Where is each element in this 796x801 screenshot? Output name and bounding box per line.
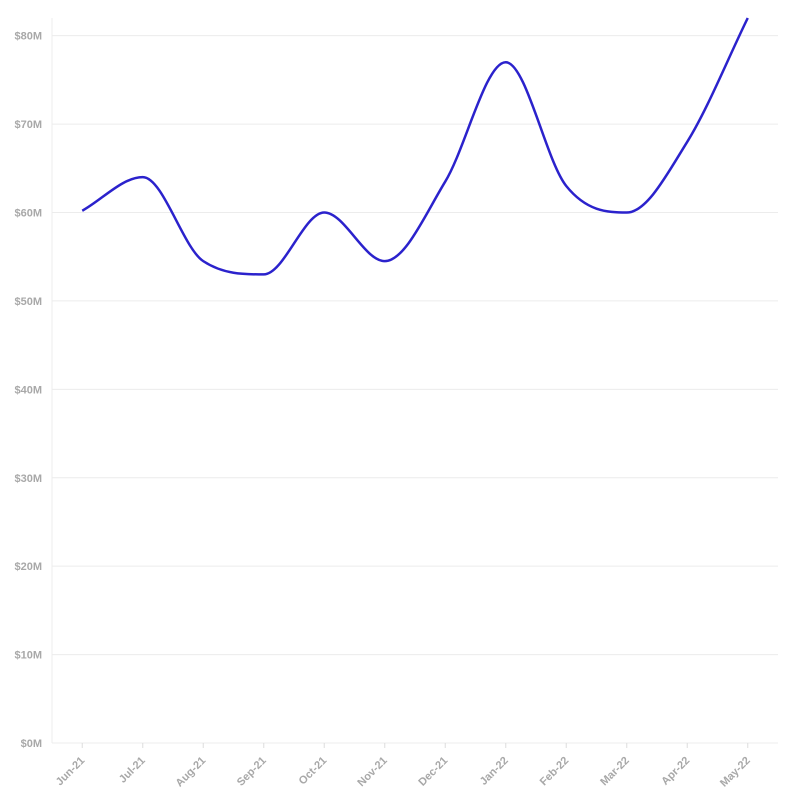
y-tick-label: $80M <box>14 31 42 43</box>
x-tick-label: Jul-21 <box>117 755 148 786</box>
x-tick-label: Sep-21 <box>235 755 269 789</box>
x-tick-label: Nov-21 <box>355 755 389 789</box>
y-tick-label: $10M <box>14 650 42 662</box>
y-tick-label: $30M <box>14 473 42 485</box>
y-tick-label: $20M <box>14 561 42 573</box>
x-tick-label: May-22 <box>718 755 753 790</box>
y-tick-label: $50M <box>14 296 42 308</box>
y-tick-label: $70M <box>14 119 42 131</box>
x-tick-label: Mar-22 <box>598 755 632 789</box>
x-tick-label: Jan-22 <box>478 755 511 788</box>
y-tick-label: $40M <box>14 384 42 396</box>
x-tick-label: Jun-21 <box>54 755 88 789</box>
x-tick-label: Aug-21 <box>174 755 209 790</box>
y-tick-label: $60M <box>14 208 42 220</box>
x-tick-label: Dec-21 <box>416 755 450 789</box>
grid <box>52 35 778 744</box>
y-tick-label: $0M <box>21 738 42 750</box>
x-tick-label: Oct-21 <box>297 755 330 788</box>
data-line <box>81 17 749 276</box>
x-tick-label: Apr-22 <box>659 755 692 788</box>
x-tick-label: Feb-22 <box>538 755 572 789</box>
